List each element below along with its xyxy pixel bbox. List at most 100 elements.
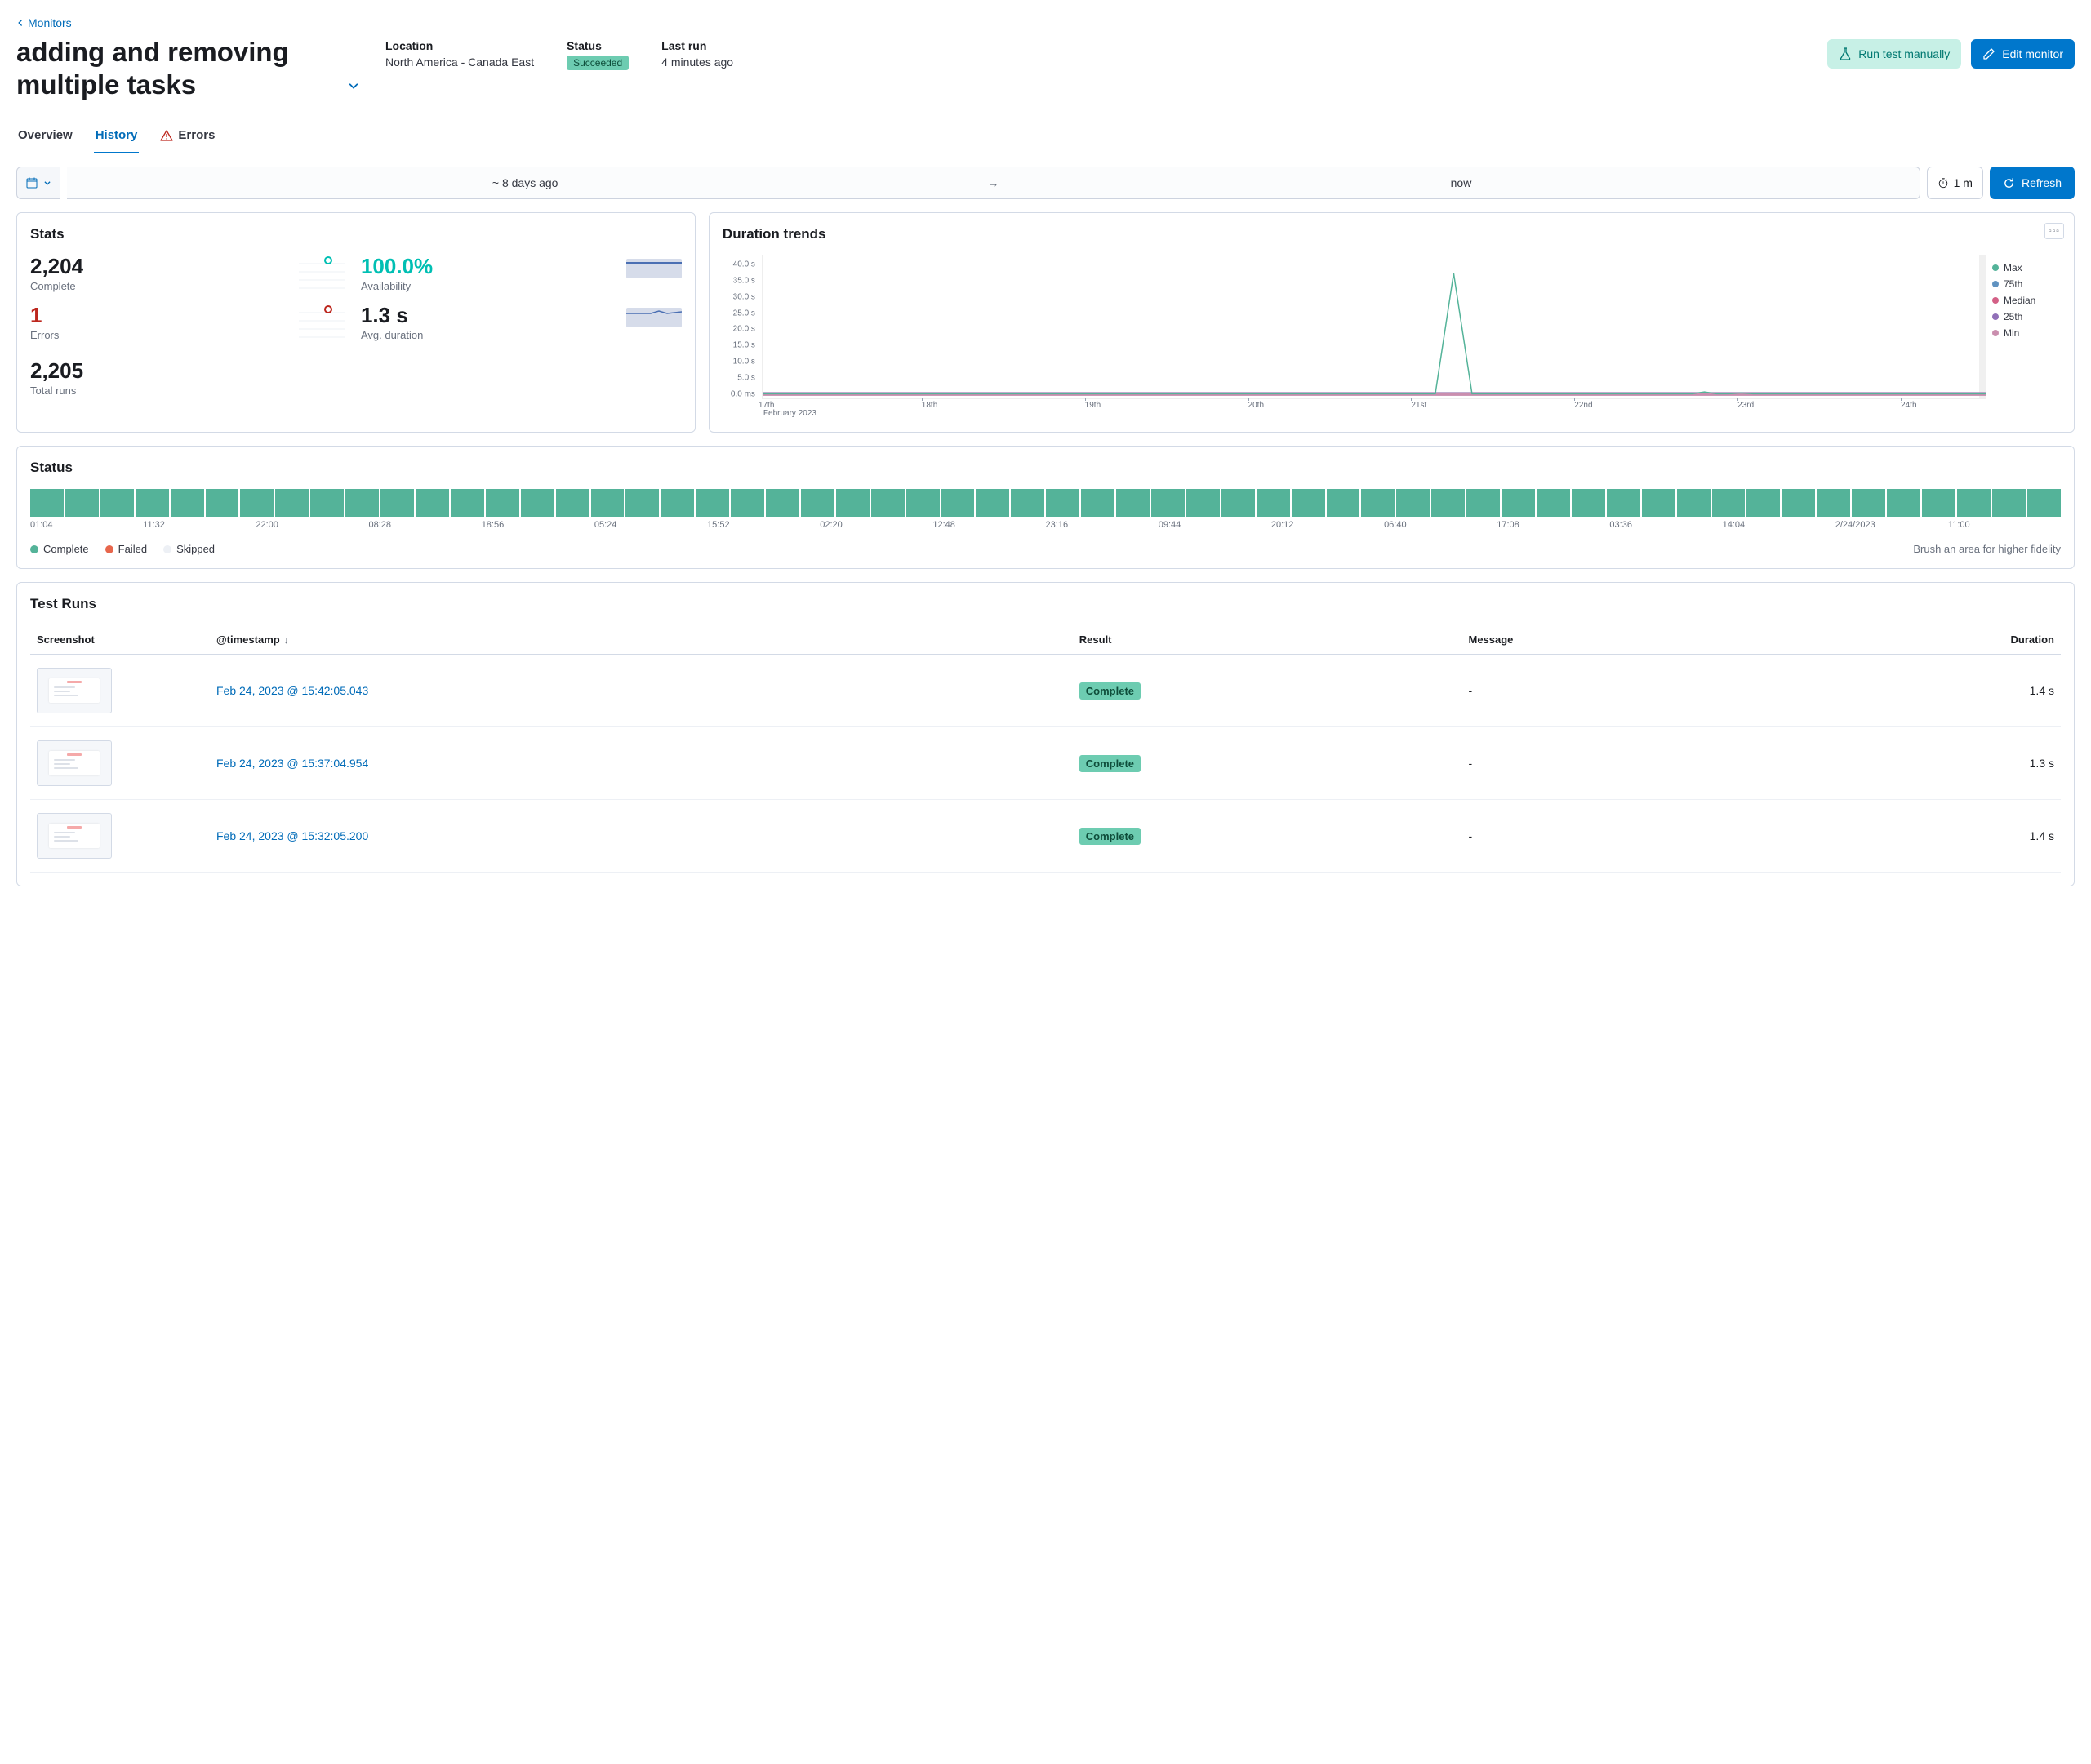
status-cell[interactable] xyxy=(1396,489,1430,517)
col-message: Message xyxy=(1461,625,1764,655)
status-cell[interactable] xyxy=(591,489,625,517)
status-cell[interactable] xyxy=(1327,489,1360,517)
timestamp-link[interactable]: Feb 24, 2023 @ 15:37:04.954 xyxy=(216,757,368,770)
status-cell[interactable] xyxy=(1011,489,1044,517)
col-timestamp[interactable]: @timestamp ↓ xyxy=(210,625,1073,655)
status-cell[interactable] xyxy=(1466,489,1500,517)
status-cell[interactable] xyxy=(2027,489,2061,517)
status-cell[interactable] xyxy=(1537,489,1570,517)
status-cell[interactable] xyxy=(1257,489,1290,517)
duration-trends-panel: Duration trends ▫▫▫ 40.0 s35.0 s30.0 s25… xyxy=(709,212,2075,433)
tab-overview[interactable]: Overview xyxy=(16,120,74,153)
status-cell[interactable] xyxy=(1712,489,1746,517)
legend-item[interactable]: Min xyxy=(1992,327,2061,339)
duration-chart[interactable]: 40.0 s35.0 s30.0 s25.0 s20.0 s15.0 s10.0… xyxy=(723,255,1986,419)
status-cell[interactable] xyxy=(380,489,414,517)
status-cell[interactable] xyxy=(976,489,1009,517)
table-row: Feb 24, 2023 @ 15:32:05.200 Complete - 1… xyxy=(30,800,2061,873)
status-cell[interactable] xyxy=(1852,489,1885,517)
status-cell[interactable] xyxy=(1642,489,1675,517)
title-dropdown[interactable] xyxy=(348,80,359,94)
status-cell[interactable] xyxy=(1572,489,1605,517)
status-cell[interactable] xyxy=(661,489,694,517)
status-cell[interactable] xyxy=(801,489,834,517)
breadcrumb-monitors[interactable]: Monitors xyxy=(16,16,2075,29)
chart-menu-button[interactable]: ▫▫▫ xyxy=(2044,223,2064,239)
status-cell[interactable] xyxy=(1992,489,2026,517)
stat-complete: 2,204 Complete xyxy=(30,255,283,292)
status-cell[interactable] xyxy=(1887,489,1920,517)
status-cell[interactable] xyxy=(451,489,484,517)
chevron-down-icon xyxy=(348,80,359,91)
status-cell[interactable] xyxy=(521,489,554,517)
status-cell[interactable] xyxy=(1292,489,1325,517)
refresh-icon xyxy=(2003,177,2015,189)
breadcrumb-label: Monitors xyxy=(28,16,72,29)
status-cell[interactable] xyxy=(65,489,99,517)
status-cell[interactable] xyxy=(1116,489,1150,517)
status-cell[interactable] xyxy=(1677,489,1711,517)
status-cell[interactable] xyxy=(1607,489,1640,517)
status-cell[interactable] xyxy=(1502,489,1535,517)
col-screenshot: Screenshot xyxy=(30,625,210,655)
date-from: ~ 8 days ago xyxy=(67,176,983,189)
result-badge: Complete xyxy=(1079,682,1141,700)
calendar-icon xyxy=(25,176,38,189)
status-cell[interactable] xyxy=(1817,489,1850,517)
page-title: adding and removing multiple tasks xyxy=(16,36,338,100)
tab-history[interactable]: History xyxy=(94,120,140,153)
tab-errors[interactable]: Errors xyxy=(158,120,216,153)
table-row: Feb 24, 2023 @ 15:37:04.954 Complete - 1… xyxy=(30,727,2061,800)
status-cell[interactable] xyxy=(100,489,134,517)
legend-item[interactable]: 75th xyxy=(1992,278,2061,290)
status-cell[interactable] xyxy=(171,489,204,517)
refresh-button[interactable]: Refresh xyxy=(1990,167,2075,199)
timestamp-link[interactable]: Feb 24, 2023 @ 15:42:05.043 xyxy=(216,684,368,697)
status-cell[interactable] xyxy=(731,489,764,517)
screenshot-thumb[interactable] xyxy=(37,813,112,859)
status-cell[interactable] xyxy=(871,489,905,517)
status-cell[interactable] xyxy=(1957,489,1991,517)
status-cell[interactable] xyxy=(1081,489,1114,517)
date-range[interactable]: ~ 8 days ago → now xyxy=(67,167,1920,199)
status-cell[interactable] xyxy=(906,489,940,517)
status-cell[interactable] xyxy=(136,489,169,517)
meta-status: Status Succeeded xyxy=(567,39,629,70)
status-cell[interactable] xyxy=(1746,489,1780,517)
status-cell[interactable] xyxy=(486,489,519,517)
status-cell[interactable] xyxy=(275,489,309,517)
status-cell[interactable] xyxy=(310,489,344,517)
legend-item[interactable]: Median xyxy=(1992,295,2061,306)
status-strip[interactable] xyxy=(30,489,2061,517)
edit-monitor-button[interactable]: Edit monitor xyxy=(1971,39,2075,69)
chevron-left-icon xyxy=(16,19,24,27)
date-picker-button[interactable] xyxy=(16,167,60,199)
screenshot-thumb[interactable] xyxy=(37,740,112,786)
run-test-button[interactable]: Run test manually xyxy=(1827,39,1961,69)
screenshot-thumb[interactable] xyxy=(37,668,112,713)
status-cell[interactable] xyxy=(625,489,659,517)
status-cell[interactable] xyxy=(1151,489,1185,517)
status-cell[interactable] xyxy=(1046,489,1079,517)
status-cell[interactable] xyxy=(1431,489,1465,517)
status-cell[interactable] xyxy=(766,489,799,517)
legend-item[interactable]: 25th xyxy=(1992,311,2061,322)
status-cell[interactable] xyxy=(696,489,729,517)
chevron-down-icon xyxy=(43,179,51,187)
status-cell[interactable] xyxy=(240,489,274,517)
status-cell[interactable] xyxy=(1221,489,1255,517)
status-cell[interactable] xyxy=(1782,489,1815,517)
status-cell[interactable] xyxy=(941,489,975,517)
status-cell[interactable] xyxy=(206,489,239,517)
status-cell[interactable] xyxy=(30,489,64,517)
status-cell[interactable] xyxy=(1922,489,1955,517)
status-cell[interactable] xyxy=(836,489,870,517)
status-cell[interactable] xyxy=(1186,489,1220,517)
status-cell[interactable] xyxy=(1361,489,1395,517)
legend-item[interactable]: Max xyxy=(1992,262,2061,273)
timestamp-link[interactable]: Feb 24, 2023 @ 15:32:05.200 xyxy=(216,829,368,842)
status-cell[interactable] xyxy=(345,489,379,517)
interval-button[interactable]: 1 m xyxy=(1927,167,1983,199)
status-cell[interactable] xyxy=(416,489,449,517)
status-cell[interactable] xyxy=(556,489,589,517)
